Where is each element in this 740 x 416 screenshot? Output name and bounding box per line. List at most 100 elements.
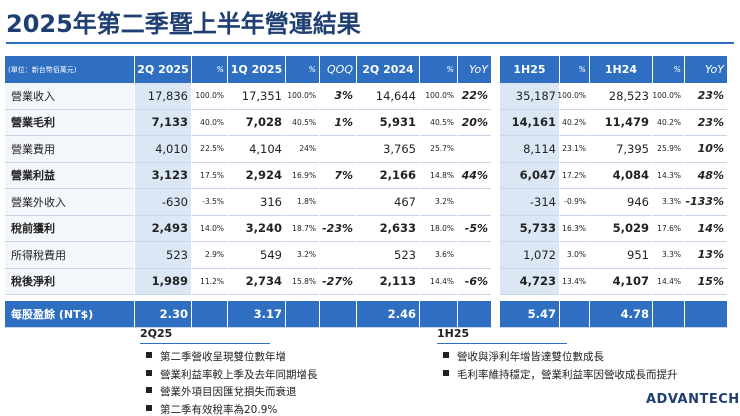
table-cell: 14.3% [653,162,684,189]
header-cell: 1H24 [590,56,652,83]
table-cell: 523 [135,242,191,269]
empty-cell [458,136,491,163]
table-cell: 3.17 [228,301,285,328]
row-label: 營業費用 [5,136,134,163]
table-cell: -3.5% [192,189,227,216]
table-cell: 16.9% [286,162,319,189]
table-cell: 100.0% [557,83,589,110]
table-cell: 48% [685,162,727,189]
bullet [146,404,152,411]
empty-cell [286,301,319,328]
table-cell: 100.0% [420,83,457,110]
row-label: 營業外收入 [5,189,134,216]
table-cell: 14,161 [500,109,559,136]
title: 2025年第二季暨上半年營運結果 [6,10,361,38]
table-cell: 11,479 [590,109,652,136]
note-heading: 1H25 [437,327,470,340]
table-cell: 14% [685,215,727,242]
table-cell: 23.1% [560,136,589,163]
table-cell: 3.0% [560,242,589,269]
table-cell: 3.2% [420,189,457,216]
table-cell: 40.5% [286,109,319,136]
empty-cell [458,242,491,269]
table-cell: 100.0% [286,83,319,110]
table-cell: 25.9% [653,136,684,163]
note-item: 毛利率維持穩定，營業利益率因營收成長而提升 [457,368,678,381]
table-cell: 3.3% [653,242,684,269]
bullet [443,352,449,358]
table-cell: 28,523 [590,83,652,110]
table-cell: 14.8% [420,162,457,189]
table-cell: 2,633 [357,215,419,242]
table-cell: 4,723 [500,268,559,295]
table-cell: 3.6% [420,242,457,269]
note-item: 第二季有效稅率為20.9% [160,403,278,416]
table-cell: 18.0% [420,215,457,242]
table-cell: -314 [500,189,559,216]
note-item: 營收與淨利年增皆達雙位數成長 [457,351,604,363]
header-cell: % [286,56,319,83]
empty-cell [320,301,356,328]
table-cell: 523 [357,242,419,269]
table-cell: 4,104 [228,136,285,163]
empty-cell [653,301,684,328]
bullet [146,369,152,376]
table-cell: 100.0% [192,83,227,110]
table-cell: 17,351 [228,83,285,110]
table-cell: 40.5% [420,109,457,136]
table-cell: 5,029 [590,215,652,242]
table-cell: 2,734 [228,268,285,295]
table-cell: 22.5% [192,136,227,163]
bullet [146,352,152,358]
table-cell: 1,989 [135,268,191,295]
table-cell: 3,240 [228,215,285,242]
table-cell: 4,084 [590,162,652,189]
row-label: 所得稅費用 [5,242,134,269]
table-cell: 17.5% [192,162,227,189]
row-label: 營業收入 [5,83,134,110]
table-cell: 40.2% [560,109,589,136]
table-cell: 14.4% [653,268,684,295]
empty-cell [560,301,589,328]
row-label: 稅前獲利 [5,215,134,242]
header-cell: % [192,56,227,83]
table-cell: 17.6% [653,215,684,242]
table-cell: 11.2% [192,268,227,295]
table-cell: 100.0% [652,83,684,110]
table-cell: 14.0% [192,215,227,242]
empty-cell [420,301,457,328]
row-label: 營業利益 [5,162,134,189]
table-cell: 17,836 [135,83,191,110]
table-cell: 316 [228,189,285,216]
header-cell: % [560,56,589,83]
table-cell: -0.9% [560,189,589,216]
header-cell: (單位：新台幣佰萬元) [5,56,134,83]
logo: ADVANTECH [646,392,740,407]
heading-rule [140,343,270,344]
table-cell: 3% [320,83,356,110]
header-cell: 1H25 [500,56,559,83]
table-cell: 4.78 [590,301,652,328]
table-cell: 2,166 [357,162,419,189]
table-cell: 6,047 [500,162,559,189]
table-cell: 15% [685,268,727,295]
table-cell: 946 [590,189,652,216]
header-cell: YoY [458,56,491,83]
empty-cell [458,189,491,216]
table-cell: 40.2% [653,109,684,136]
table-cell: 10% [685,136,727,163]
table-cell: 467 [357,189,419,216]
header-cell: QOQ [320,56,356,83]
table-cell: 3.2% [286,242,319,269]
table-cell: -27% [320,268,356,295]
table-cell: 8,114 [500,136,559,163]
table-cell: 1.8% [286,189,319,216]
row-label: 每股盈餘 (NT$) [5,301,134,328]
table-cell: 25.7% [420,136,457,163]
empty-cell [320,136,356,163]
table-cell: 549 [228,242,285,269]
table-cell: 7,395 [590,136,652,163]
table-cell: 18.7% [286,215,319,242]
note-item: 營業外項目因匯兌損失而衰退 [160,386,297,398]
table-cell: 14,644 [357,83,419,110]
